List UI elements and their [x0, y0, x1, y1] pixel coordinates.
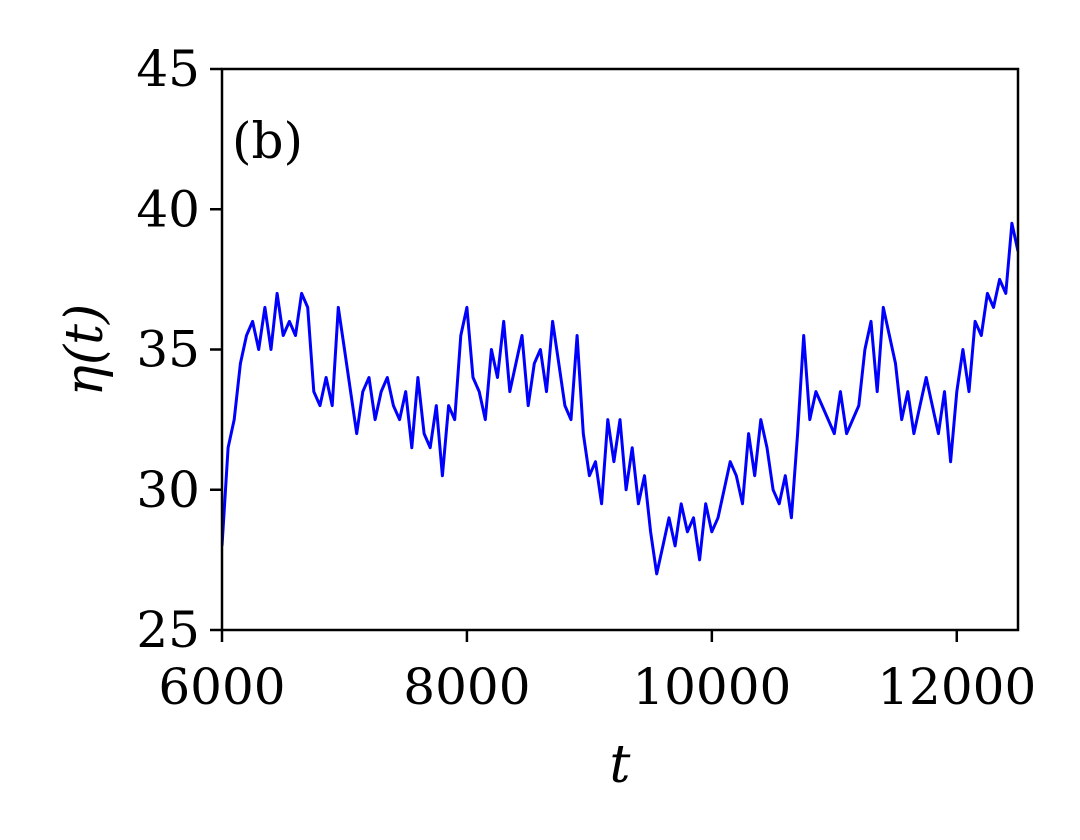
y-tick-label: 30	[136, 461, 200, 519]
x-tick-label: 8000	[403, 658, 530, 716]
series-layer	[222, 221, 1018, 576]
x-tick-label: 6000	[158, 658, 285, 716]
plot-frame	[220, 67, 1020, 632]
y-tick-label: 40	[136, 180, 200, 238]
x-tick-label: 10000	[632, 658, 791, 716]
y-tick-label: 25	[136, 601, 200, 659]
y-axis: 25 30 35 40 45	[136, 40, 222, 659]
panel-label: (b)	[232, 112, 303, 170]
x-tick-label: 12000	[877, 658, 1036, 716]
x-axis: 6000 8000 10000 12000	[158, 630, 1036, 716]
y-tick-label: 35	[136, 321, 200, 379]
x-axis-title: t	[610, 735, 631, 795]
y-tick-label: 45	[136, 40, 200, 98]
y-axis-title: η(t)	[55, 304, 115, 397]
series-line-0	[222, 221, 1018, 576]
